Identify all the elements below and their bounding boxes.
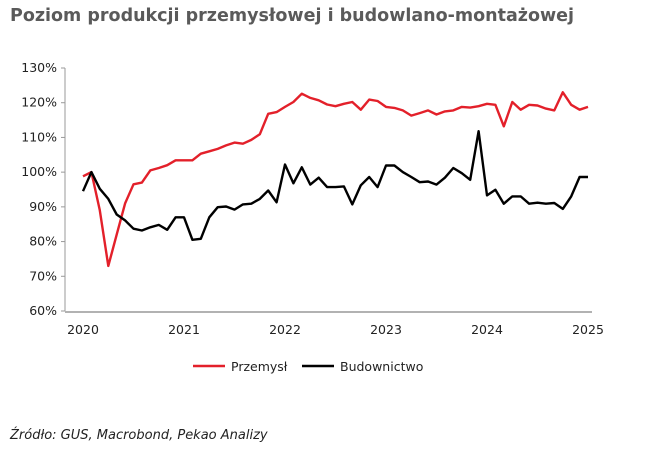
- chart-title: Poziom produkcji przemysłowej i budowlan…: [10, 6, 575, 26]
- x-tick-label: 2020: [67, 322, 99, 337]
- y-tick-label: 60%: [29, 303, 57, 318]
- y-tick-label: 100%: [21, 164, 57, 179]
- x-tick-label: 2022: [269, 322, 301, 337]
- x-tick-label: 2025: [572, 322, 604, 337]
- y-tick-label: 120%: [21, 95, 57, 110]
- series-line-przemysl: [82, 91, 589, 268]
- x-tick-label: 2021: [168, 322, 200, 337]
- y-tick-label: 110%: [21, 129, 57, 144]
- legend-label: Przemysł: [231, 359, 288, 374]
- y-tick-label: 90%: [29, 199, 57, 214]
- x-tick-label: 2023: [370, 322, 402, 337]
- y-tick-label: 80%: [29, 234, 57, 249]
- x-tick-label: 2024: [471, 322, 503, 337]
- source-note: Źródło: GUS, Macrobond, Pekao Analizy: [10, 428, 268, 443]
- line-chart: 60% 70% 80% 90% 100% 110% 120% 130% 2020 2021 2022…: [21, 60, 604, 374]
- series-line-budownictwo: [81, 129, 588, 242]
- legend-label: Budownictwo: [340, 359, 423, 374]
- y-tick-label: 70%: [29, 268, 57, 283]
- y-tick-label: 130%: [21, 60, 57, 75]
